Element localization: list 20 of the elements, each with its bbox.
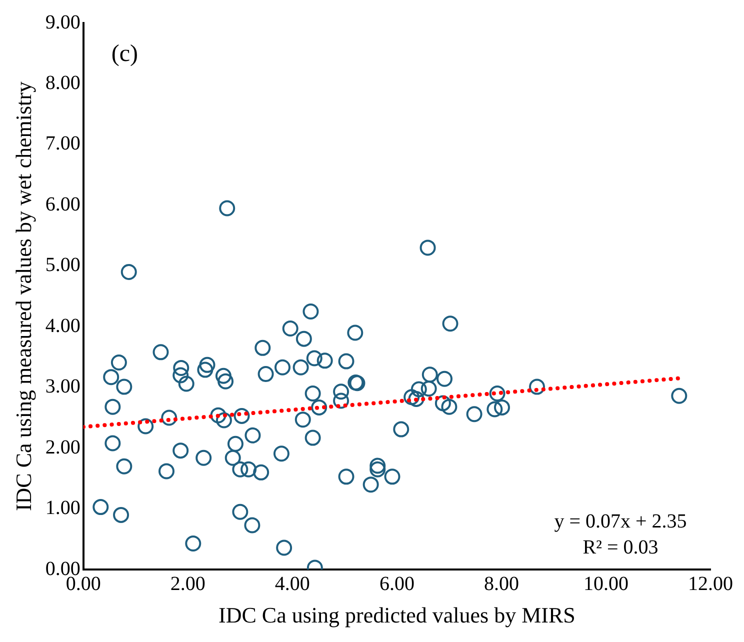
- y-tick-label: 7.00: [45, 132, 80, 155]
- x-tick-label: 10.00: [583, 572, 628, 595]
- annotation: R² = 0.03: [582, 536, 658, 559]
- y-axis-title: IDC Ca using measured values by wet chemistry: [10, 82, 36, 512]
- y-tick-label: 2.00: [45, 436, 80, 458]
- y-tick-label: 8.00: [45, 72, 80, 94]
- y-tick-label: 5.00: [45, 254, 80, 276]
- x-tick-label: 8.00: [484, 572, 519, 595]
- y-tick-label: 3.00: [45, 376, 80, 398]
- y-tick-label: 9.00: [45, 11, 80, 34]
- y-tick-label: 1.00: [45, 497, 80, 520]
- x-axis-title: IDC Ca using predicted values by MIRS: [218, 602, 576, 628]
- x-tick-label: 12.00: [688, 572, 733, 595]
- annotation: y = 0.07x + 2.35: [554, 510, 687, 533]
- annotation: (c): [111, 41, 138, 67]
- x-tick-label: 2.00: [170, 572, 206, 595]
- x-tick-label: 6.00: [379, 572, 414, 595]
- y-tick-label: 4.00: [45, 314, 80, 337]
- x-tick-label: 4.00: [274, 572, 310, 595]
- y-tick-label: 6.00: [45, 193, 80, 216]
